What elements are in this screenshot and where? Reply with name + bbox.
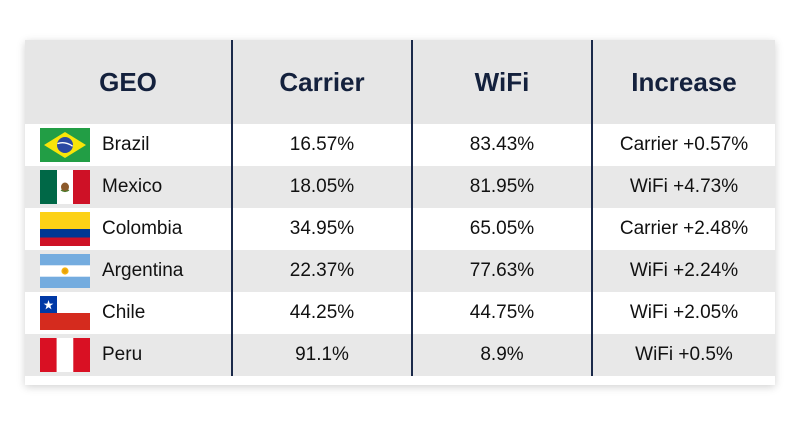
- table-row: Chile 44.25% 44.75% WiFi +2.05%: [25, 292, 775, 334]
- wifi-cell: 44.75%: [411, 292, 592, 334]
- geo-name: Chile: [102, 302, 146, 323]
- wifi-cell: 8.9%: [411, 334, 592, 376]
- peru-flag-icon: [40, 338, 90, 372]
- geo-cell: Chile: [25, 292, 232, 334]
- carrier-cell: 34.95%: [231, 208, 412, 250]
- geo-cell: Argentina: [25, 250, 232, 292]
- argentina-flag-icon: [40, 254, 90, 288]
- carrier-cell: 44.25%: [231, 292, 412, 334]
- increase-cell: WiFi +0.5%: [591, 334, 775, 376]
- brazil-flag-icon: [40, 128, 90, 162]
- header-wifi: WiFi: [411, 40, 592, 124]
- colombia-flag-icon: [40, 212, 90, 246]
- wifi-cell: 77.63%: [411, 250, 592, 292]
- table-row: Brazil 16.57% 83.43% Carrier +0.57%: [25, 124, 775, 166]
- increase-cell: Carrier +0.57%: [591, 124, 775, 166]
- table-body: Brazil 16.57% 83.43% Carrier +0.57% Mexico 18…: [25, 124, 775, 376]
- increase-cell: WiFi +2.05%: [591, 292, 775, 334]
- header-row: GEO Carrier WiFi Increase: [25, 40, 775, 124]
- carrier-cell: 22.37%: [231, 250, 412, 292]
- carrier-cell: 91.1%: [231, 334, 412, 376]
- wifi-cell: 83.43%: [411, 124, 592, 166]
- geo-cell: Mexico: [25, 166, 232, 208]
- table-row: Peru 91.1% 8.9% WiFi +0.5%: [25, 334, 775, 376]
- geo-name: Mexico: [102, 176, 163, 197]
- comparison-table-card: GEO Carrier WiFi Increase Brazil 16.57% 83…: [25, 40, 775, 385]
- header-increase: Increase: [591, 40, 775, 124]
- geo-name: Peru: [102, 344, 143, 365]
- table-row: Argentina 22.37% 77.63% WiFi +2.24%: [25, 250, 775, 292]
- chile-flag-icon: [40, 296, 90, 330]
- carrier-cell: 18.05%: [231, 166, 412, 208]
- geo-name: Colombia: [102, 218, 183, 239]
- header-geo: GEO: [25, 40, 232, 124]
- carrier-cell: 16.57%: [231, 124, 412, 166]
- table-row: Colombia 34.95% 65.05% Carrier +2.48%: [25, 208, 775, 250]
- wifi-cell: 81.95%: [411, 166, 592, 208]
- carrier-wifi-table: GEO Carrier WiFi Increase Brazil 16.57% 83…: [25, 40, 775, 376]
- mexico-flag-icon: [40, 170, 90, 204]
- geo-cell: Peru: [25, 334, 232, 376]
- increase-cell: WiFi +4.73%: [591, 166, 775, 208]
- wifi-cell: 65.05%: [411, 208, 592, 250]
- table-row: Mexico 18.05% 81.95% WiFi +4.73%: [25, 166, 775, 208]
- geo-cell: Colombia: [25, 208, 232, 250]
- geo-name: Argentina: [102, 260, 184, 281]
- increase-cell: Carrier +2.48%: [591, 208, 775, 250]
- increase-cell: WiFi +2.24%: [591, 250, 775, 292]
- header-carrier: Carrier: [231, 40, 412, 124]
- geo-name: Brazil: [102, 134, 150, 155]
- geo-cell: Brazil: [25, 124, 232, 166]
